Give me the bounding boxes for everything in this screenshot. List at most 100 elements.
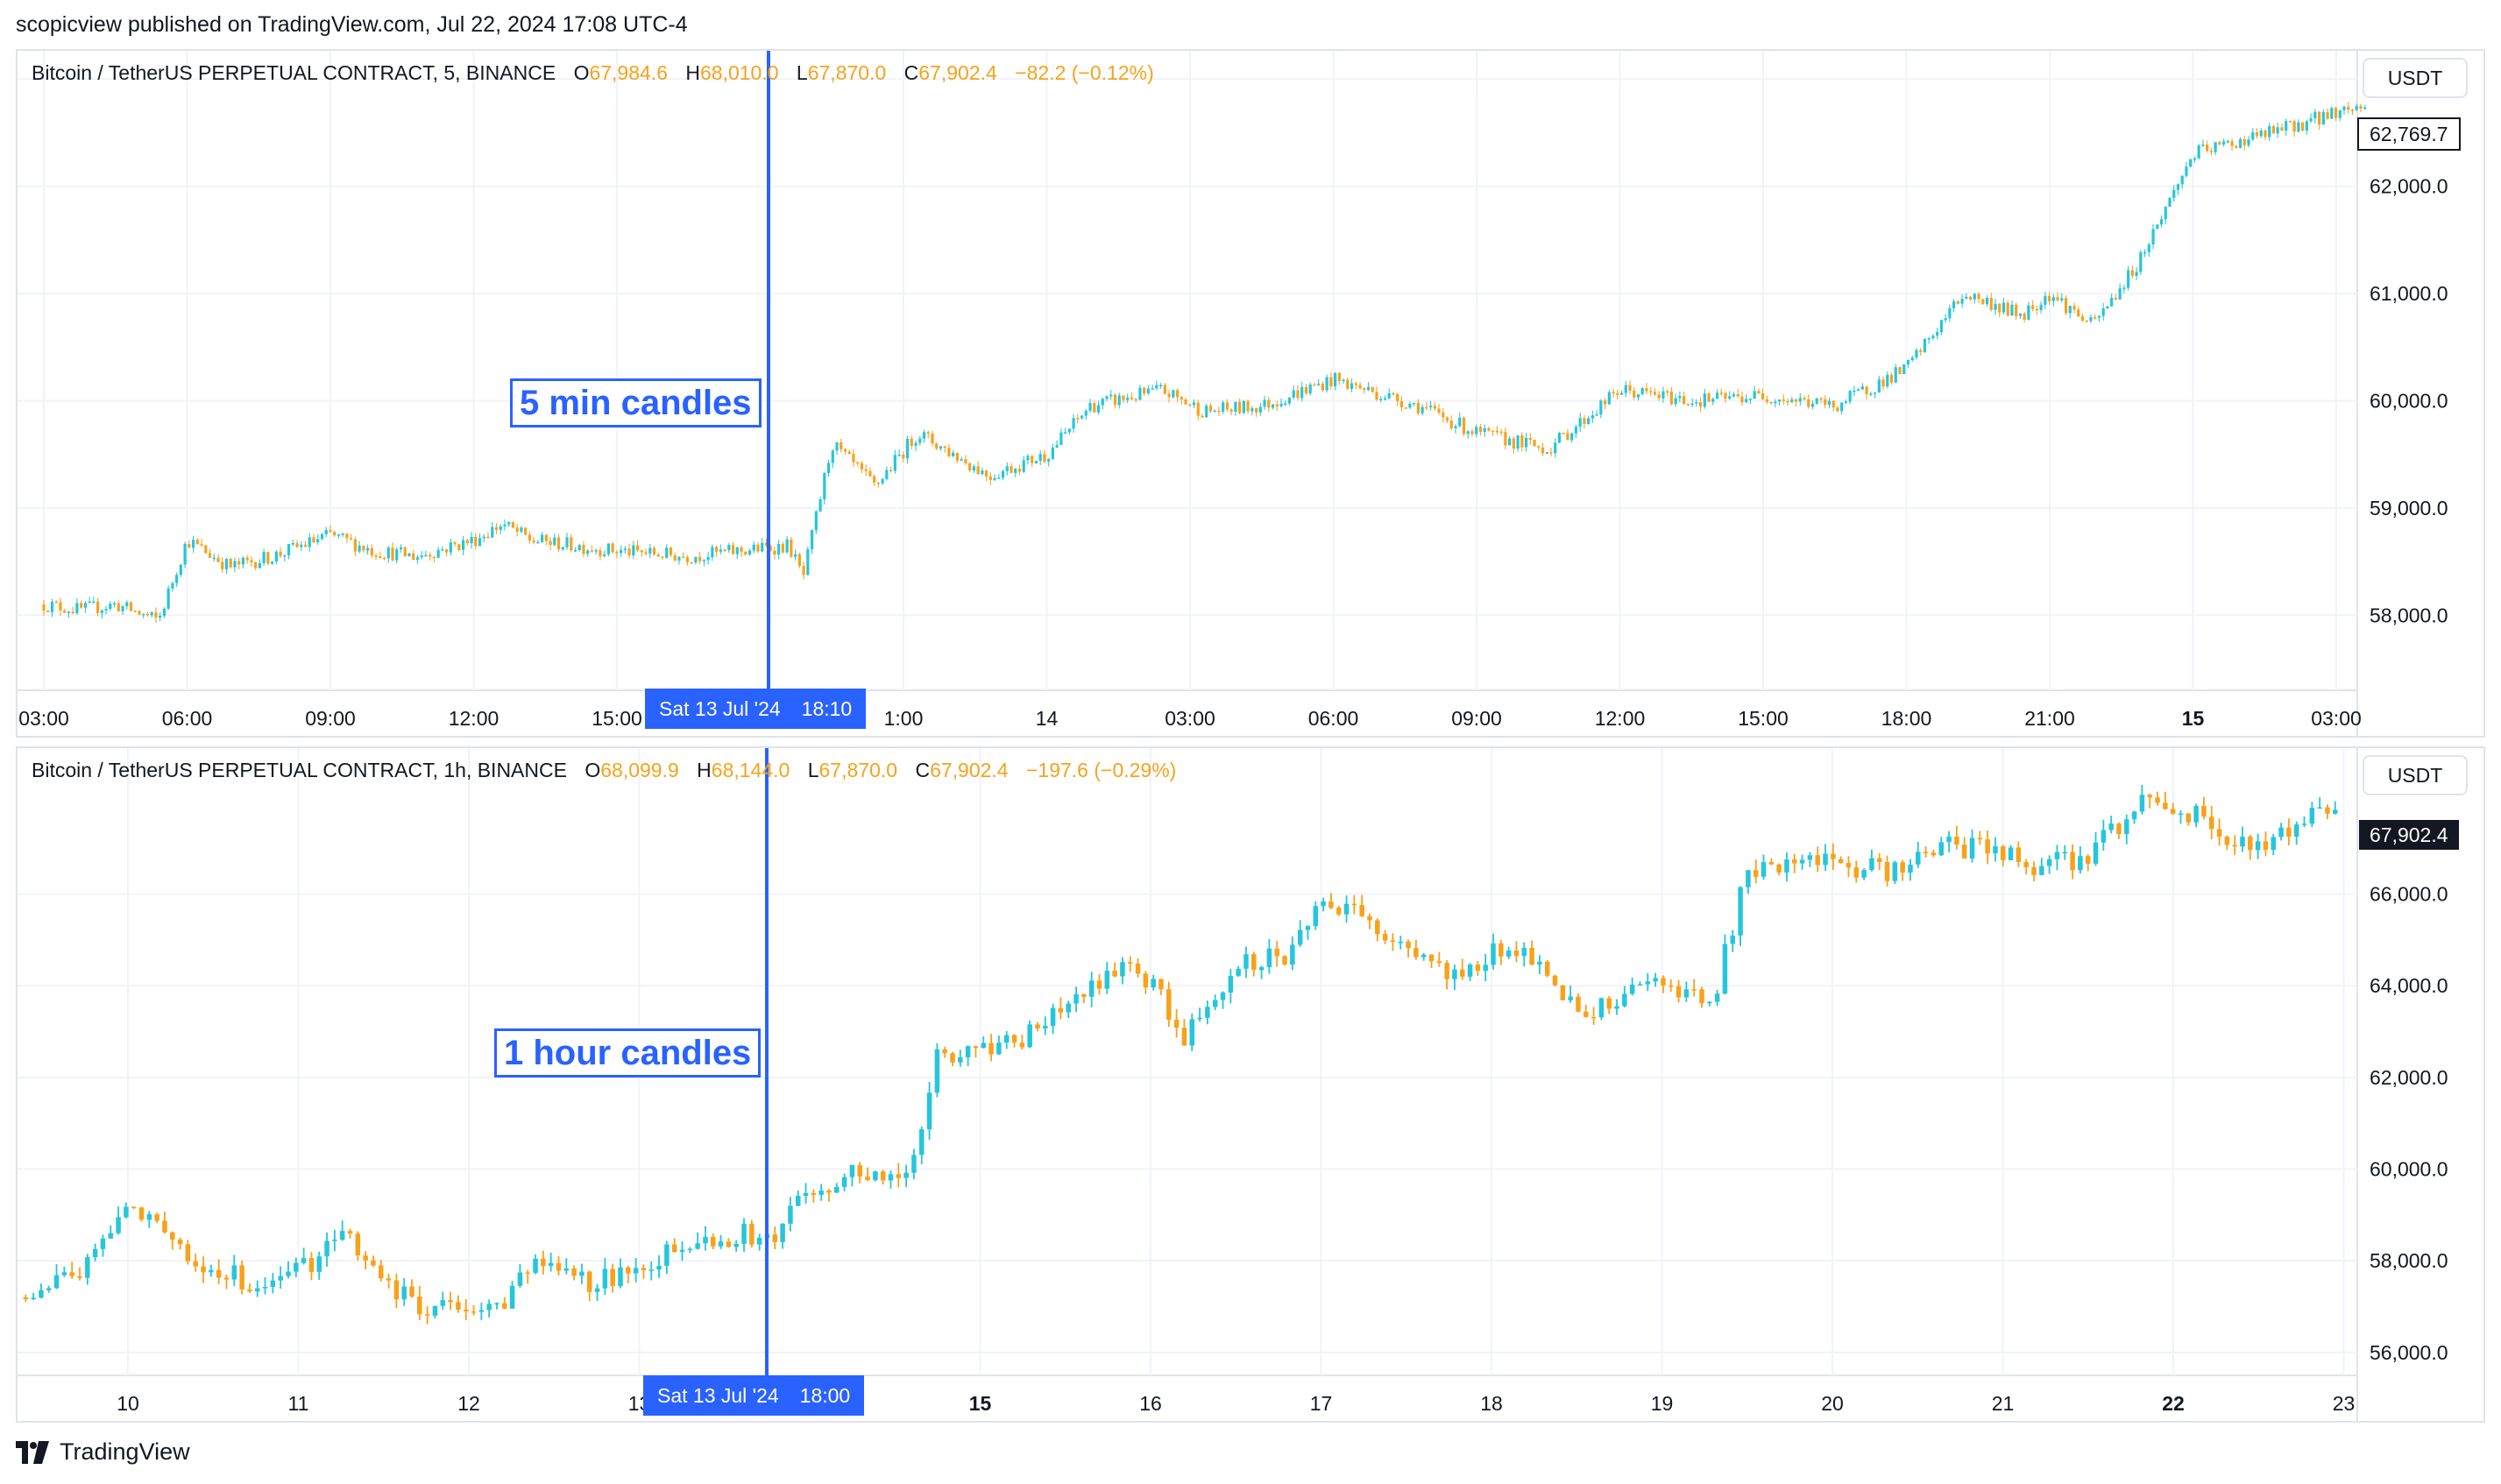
candle-body: [1188, 404, 1192, 406]
price-tick-label: 58,000.0: [2370, 1249, 2448, 1272]
candle-body: [1084, 410, 1088, 416]
candle-body: [795, 1196, 801, 1206]
candle-body: [133, 611, 137, 612]
annotation-label[interactable]: 5 min candles: [510, 378, 762, 428]
candle-body: [154, 611, 158, 618]
candle-body: [611, 543, 614, 553]
candle-body: [735, 547, 739, 555]
candle-body: [386, 1278, 392, 1281]
candle-body: [902, 454, 905, 459]
candlestick-chart-5min[interactable]: 58,000.0 59,000.0 60,000.0 61,000.0 62,000.0…: [18, 51, 2483, 736]
candle-body: [1784, 859, 1789, 873]
candle-body: [1120, 962, 1125, 977]
candle-body: [1669, 391, 1674, 405]
candle-body: [1873, 392, 1877, 394]
candle-body: [358, 545, 361, 552]
candle-body: [109, 604, 112, 609]
candles-group: [42, 102, 2367, 624]
candle-body: [726, 1241, 732, 1247]
candle-body: [1541, 447, 1545, 454]
time-tick-label: 03:00: [1165, 707, 1215, 730]
candle-body: [2338, 110, 2342, 118]
candle-body: [1636, 394, 1640, 398]
candlestick-chart-1h[interactable]: 56,000.0 58,000.0 60,000.0 62,000.0 64,000.0…: [18, 748, 2483, 1421]
candle-body: [1274, 948, 1279, 957]
candle-body: [1583, 418, 1586, 425]
candle-body: [295, 543, 299, 548]
candle-body: [231, 1265, 237, 1280]
candle-body: [502, 1303, 507, 1309]
candle-body: [1134, 399, 1137, 401]
candle-body: [1250, 408, 1254, 412]
candle-body: [1383, 398, 1387, 400]
candle-body: [2085, 856, 2091, 864]
candle-body: [749, 1223, 755, 1245]
candle-body: [1923, 852, 1929, 853]
change-value: −197.6 (−0.29%): [1025, 759, 1177, 781]
candle-body: [300, 544, 303, 548]
tradingview-logo[interactable]: TradingView: [16, 1438, 190, 1466]
candle-body: [1848, 391, 1852, 402]
candle-body: [2056, 297, 2059, 300]
candle-body: [1445, 417, 1449, 421]
chart-pane-5min[interactable]: 58,000.0 59,000.0 60,000.0 61,000.0 62,000.0…: [16, 49, 2485, 738]
candle-body: [1715, 392, 1719, 399]
candle-body: [312, 537, 315, 543]
candle-body: [849, 1164, 855, 1177]
candle-body: [2147, 244, 2150, 252]
candle-body: [733, 1243, 739, 1247]
chart-pane-1h[interactable]: 56,000.0 58,000.0 60,000.0 62,000.0 64,000.0…: [16, 746, 2485, 1423]
candle-body: [1765, 399, 1768, 402]
candle-body: [1614, 1006, 1619, 1009]
candle-body: [993, 477, 996, 480]
candle-body: [146, 1214, 152, 1220]
candle-body: [1366, 386, 1371, 391]
candle-body: [424, 555, 428, 557]
candle-body: [626, 1267, 631, 1274]
low-value: 67,870.0: [807, 61, 887, 84]
candle-body: [1886, 375, 1889, 387]
candle-body: [1965, 296, 1968, 300]
candle-body: [1146, 388, 1150, 394]
candle-body: [2172, 189, 2176, 199]
currency-unit-button[interactable]: USDT: [2363, 755, 2468, 795]
price-tick-label: 59,000.0: [2370, 497, 2448, 519]
candle-body: [632, 545, 635, 556]
candle-body: [429, 555, 432, 557]
candle-body: [507, 522, 511, 525]
candle-body: [540, 534, 544, 542]
candle-body: [1869, 393, 1873, 395]
candle-body: [2347, 106, 2350, 110]
candle-body: [83, 603, 87, 608]
candle-body: [1172, 390, 1175, 398]
candle-body: [2130, 270, 2134, 276]
candle-body: [2271, 837, 2277, 851]
candle-body: [2186, 813, 2192, 823]
candle-body: [1367, 915, 1372, 921]
close-key: C: [903, 61, 919, 84]
candle-body: [46, 610, 50, 612]
candle-body: [1059, 432, 1063, 445]
candle-body: [2232, 844, 2237, 847]
candle-body: [2031, 866, 2037, 875]
candle-body: [1275, 404, 1279, 406]
time-tick-label: 1:00: [884, 707, 924, 730]
candle-body: [1798, 398, 1802, 402]
candle-body: [1242, 400, 1245, 413]
candle-body: [1475, 965, 1481, 972]
candle-body: [486, 1304, 492, 1311]
candle-body: [1860, 386, 1864, 390]
candle-body: [92, 601, 96, 604]
currency-unit-button[interactable]: USDT: [2363, 58, 2468, 98]
candle-body: [2015, 304, 2018, 316]
candle-body: [2080, 316, 2085, 322]
candle-body: [247, 1289, 252, 1292]
candle-body: [1513, 950, 1520, 957]
annotation-label[interactable]: 1 hour candles: [494, 1028, 762, 1078]
candle-body: [224, 559, 229, 569]
price-tick-label: 60,000.0: [2370, 1158, 2448, 1181]
candle-body: [1173, 1020, 1180, 1028]
candle-body: [441, 549, 444, 551]
candle-body: [365, 548, 370, 551]
candle-body: [536, 541, 540, 544]
